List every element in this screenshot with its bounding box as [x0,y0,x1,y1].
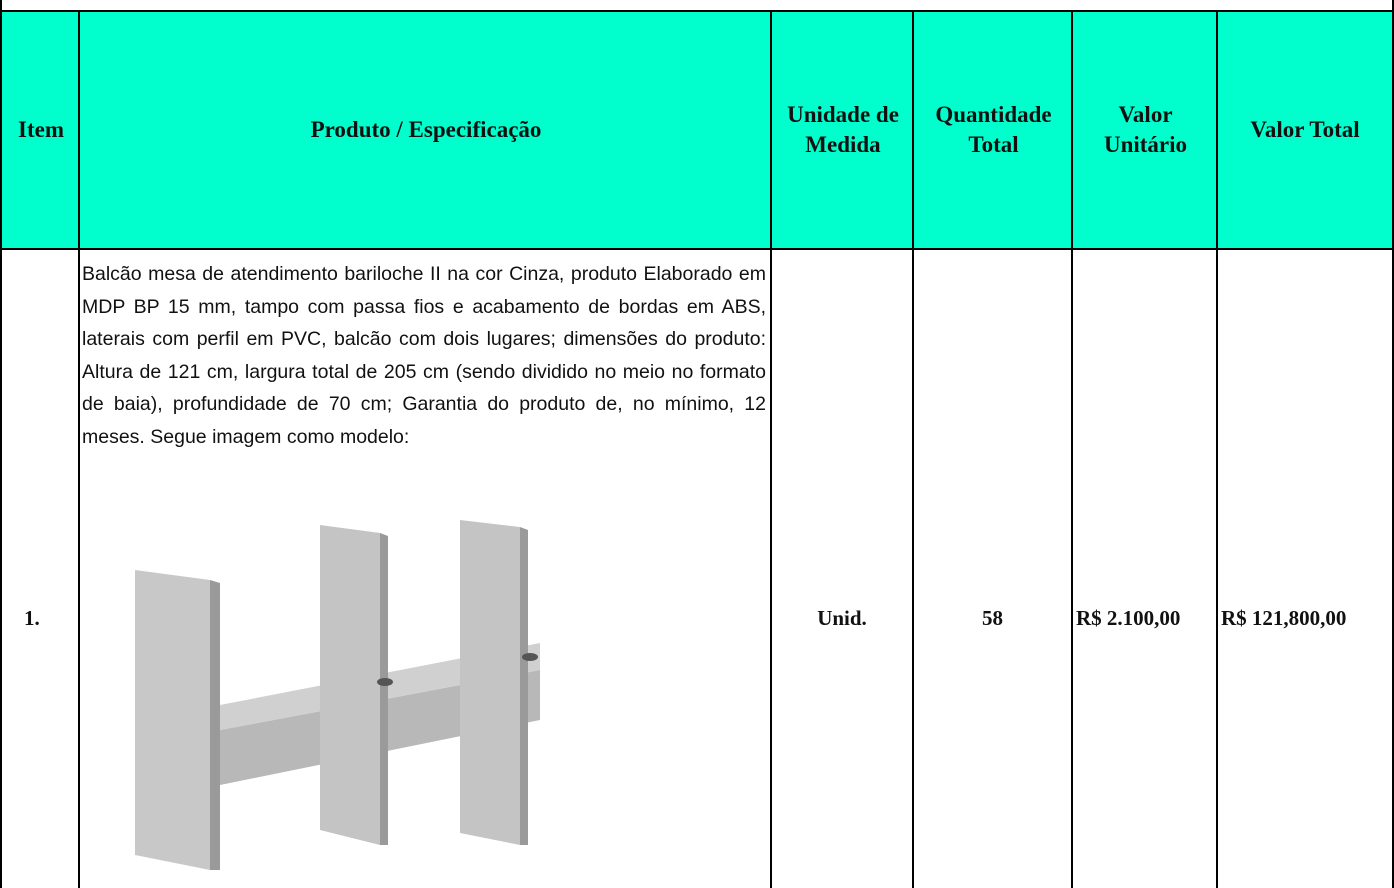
header-cell: Quantidade Total [912,10,1073,250]
header-cell: Valor Unitário [1071,10,1218,250]
body-cell [0,248,80,888]
header-cell: Valor Total [1216,10,1394,250]
body-cell [78,248,772,888]
body-cell [912,248,1073,888]
unit: Unid. [817,606,867,630]
body-cell [770,248,914,888]
body-cell [1216,248,1394,888]
description: Balcão mesa de atendimento bariloche II … [82,263,766,448]
quantity: 58 [982,606,1003,630]
previous-row [0,0,1394,12]
unit-price: R$ 2.100,00 [1076,606,1181,630]
product-image [135,520,540,870]
body-cell [1071,248,1218,888]
header-cell: Item [0,10,80,250]
header-cell: Produto / Especificação [78,10,772,250]
total-price: R$ 121,800,00 [1221,606,1347,630]
item-number: 1. [24,606,40,630]
header-cell: Unidade de Medida [770,10,914,250]
